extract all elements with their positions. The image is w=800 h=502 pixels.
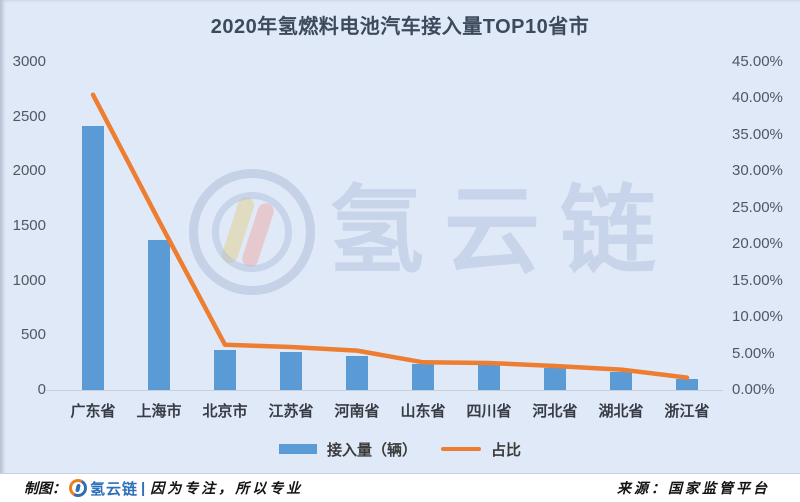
footer-slogan: 因为专注，所以专业: [150, 480, 304, 496]
legend: 接入量（辆） 占比: [0, 438, 800, 460]
x-axis-label-上海市: 上海市: [136, 403, 182, 420]
x-axis-label-江苏省: 江苏省: [268, 403, 314, 420]
brand-name: 氢云链: [90, 480, 139, 498]
left-axis-tick: 2000: [12, 162, 46, 180]
footer-credit: 制图： 氢云链 | 因为专注，所以专业: [24, 478, 303, 499]
x-axis-label-广东省: 广东省: [70, 403, 116, 420]
legend-line-label: 占比: [491, 441, 522, 459]
x-axis-label-浙江省: 浙江省: [664, 403, 710, 420]
right-axis-tick: 40.00%: [732, 89, 783, 107]
legend-bar-label: 接入量（辆）: [326, 441, 417, 459]
bar-河北省: [544, 367, 566, 390]
bar-山东省: [412, 364, 434, 390]
right-axis-tick: 5.00%: [732, 344, 775, 362]
right-axis-tick: 45.00%: [732, 53, 783, 70]
footer: 制图： 氢云链 | 因为专注，所以专业 来源：国家监管平台: [0, 473, 800, 502]
left-axis-tick: 2500: [12, 107, 46, 125]
right-axis-tick: 35.00%: [732, 125, 783, 143]
watermark-logo-inner-ring: [212, 192, 292, 272]
brand-logo-icon: [69, 479, 87, 497]
watermark-text: 氢云链: [328, 178, 676, 285]
right-axis-tick: 0.00%: [732, 381, 775, 398]
bar-江苏省: [280, 351, 302, 390]
right-axis-tick: 30.00%: [732, 162, 783, 180]
x-axis-label-北京市: 北京市: [202, 403, 248, 420]
watermark-logo-icon: [189, 169, 315, 295]
bar-河南省: [346, 356, 368, 390]
x-axis-label-河南省: 河南省: [334, 403, 380, 420]
footer-separator: |: [141, 479, 146, 497]
bar-广东省: [82, 126, 104, 390]
credit-label: 制图：: [24, 480, 66, 496]
left-axis-tick: 500: [20, 326, 46, 344]
right-axis-tick: 15.00%: [732, 271, 783, 289]
chart-title: 2020年氢燃料电池汽车接入量TOP10省市: [210, 16, 590, 38]
legend-bar-swatch: [278, 444, 317, 454]
left-axis-tick: 0: [37, 381, 46, 398]
x-axis-label-四川省: 四川省: [466, 403, 512, 420]
trend-line: [90, 92, 690, 380]
footer-source: 来源：国家监管平台: [617, 480, 770, 496]
bar-浙江省: [676, 378, 698, 390]
left-axis-tick: 1500: [12, 217, 46, 234]
x-axis-label-湖北省: 湖北省: [598, 403, 644, 420]
right-axis-tick: 25.00%: [732, 198, 783, 216]
bar-上海市: [148, 240, 170, 390]
legend-line-swatch: [441, 447, 481, 451]
left-axis-tick: 3000: [12, 53, 46, 70]
bar-北京市: [214, 349, 236, 390]
x-axis-line: [45, 390, 723, 391]
bar-四川省: [478, 365, 500, 390]
right-axis-tick: 20.00%: [732, 235, 783, 253]
x-axis-label-山东省: 山东省: [400, 403, 446, 420]
bar-湖北省: [610, 371, 632, 390]
left-axis-tick: 1000: [12, 271, 46, 289]
x-axis-label-河北省: 河北省: [532, 403, 578, 420]
right-axis-tick: 10.00%: [732, 308, 783, 326]
